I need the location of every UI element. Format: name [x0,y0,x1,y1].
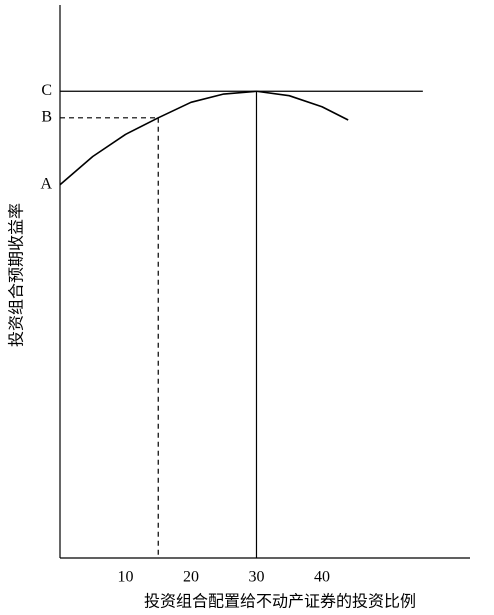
x-tick-label: 30 [248,569,264,586]
x-tick-label: 20 [183,569,199,586]
x-tick-label: 10 [117,569,133,586]
curve [59,90,349,186]
x-axis-label: 投资组合配置给不动产证券的投资比例 [144,593,416,611]
y-tick-label: C [41,82,52,99]
y-axis-label: 投资组合预期收益率 [8,203,26,347]
y-tick-label: A [40,175,52,192]
x-tick-label: 40 [314,569,330,586]
y-tick-label: B [41,108,52,125]
